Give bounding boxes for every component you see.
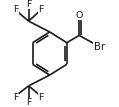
- Text: F: F: [38, 5, 44, 14]
- Text: F: F: [38, 93, 44, 102]
- Text: O: O: [75, 11, 83, 20]
- Text: F: F: [26, 0, 31, 9]
- Text: F: F: [13, 5, 18, 14]
- Text: F: F: [26, 98, 31, 107]
- Text: Br: Br: [94, 42, 105, 52]
- Text: F: F: [13, 93, 18, 102]
